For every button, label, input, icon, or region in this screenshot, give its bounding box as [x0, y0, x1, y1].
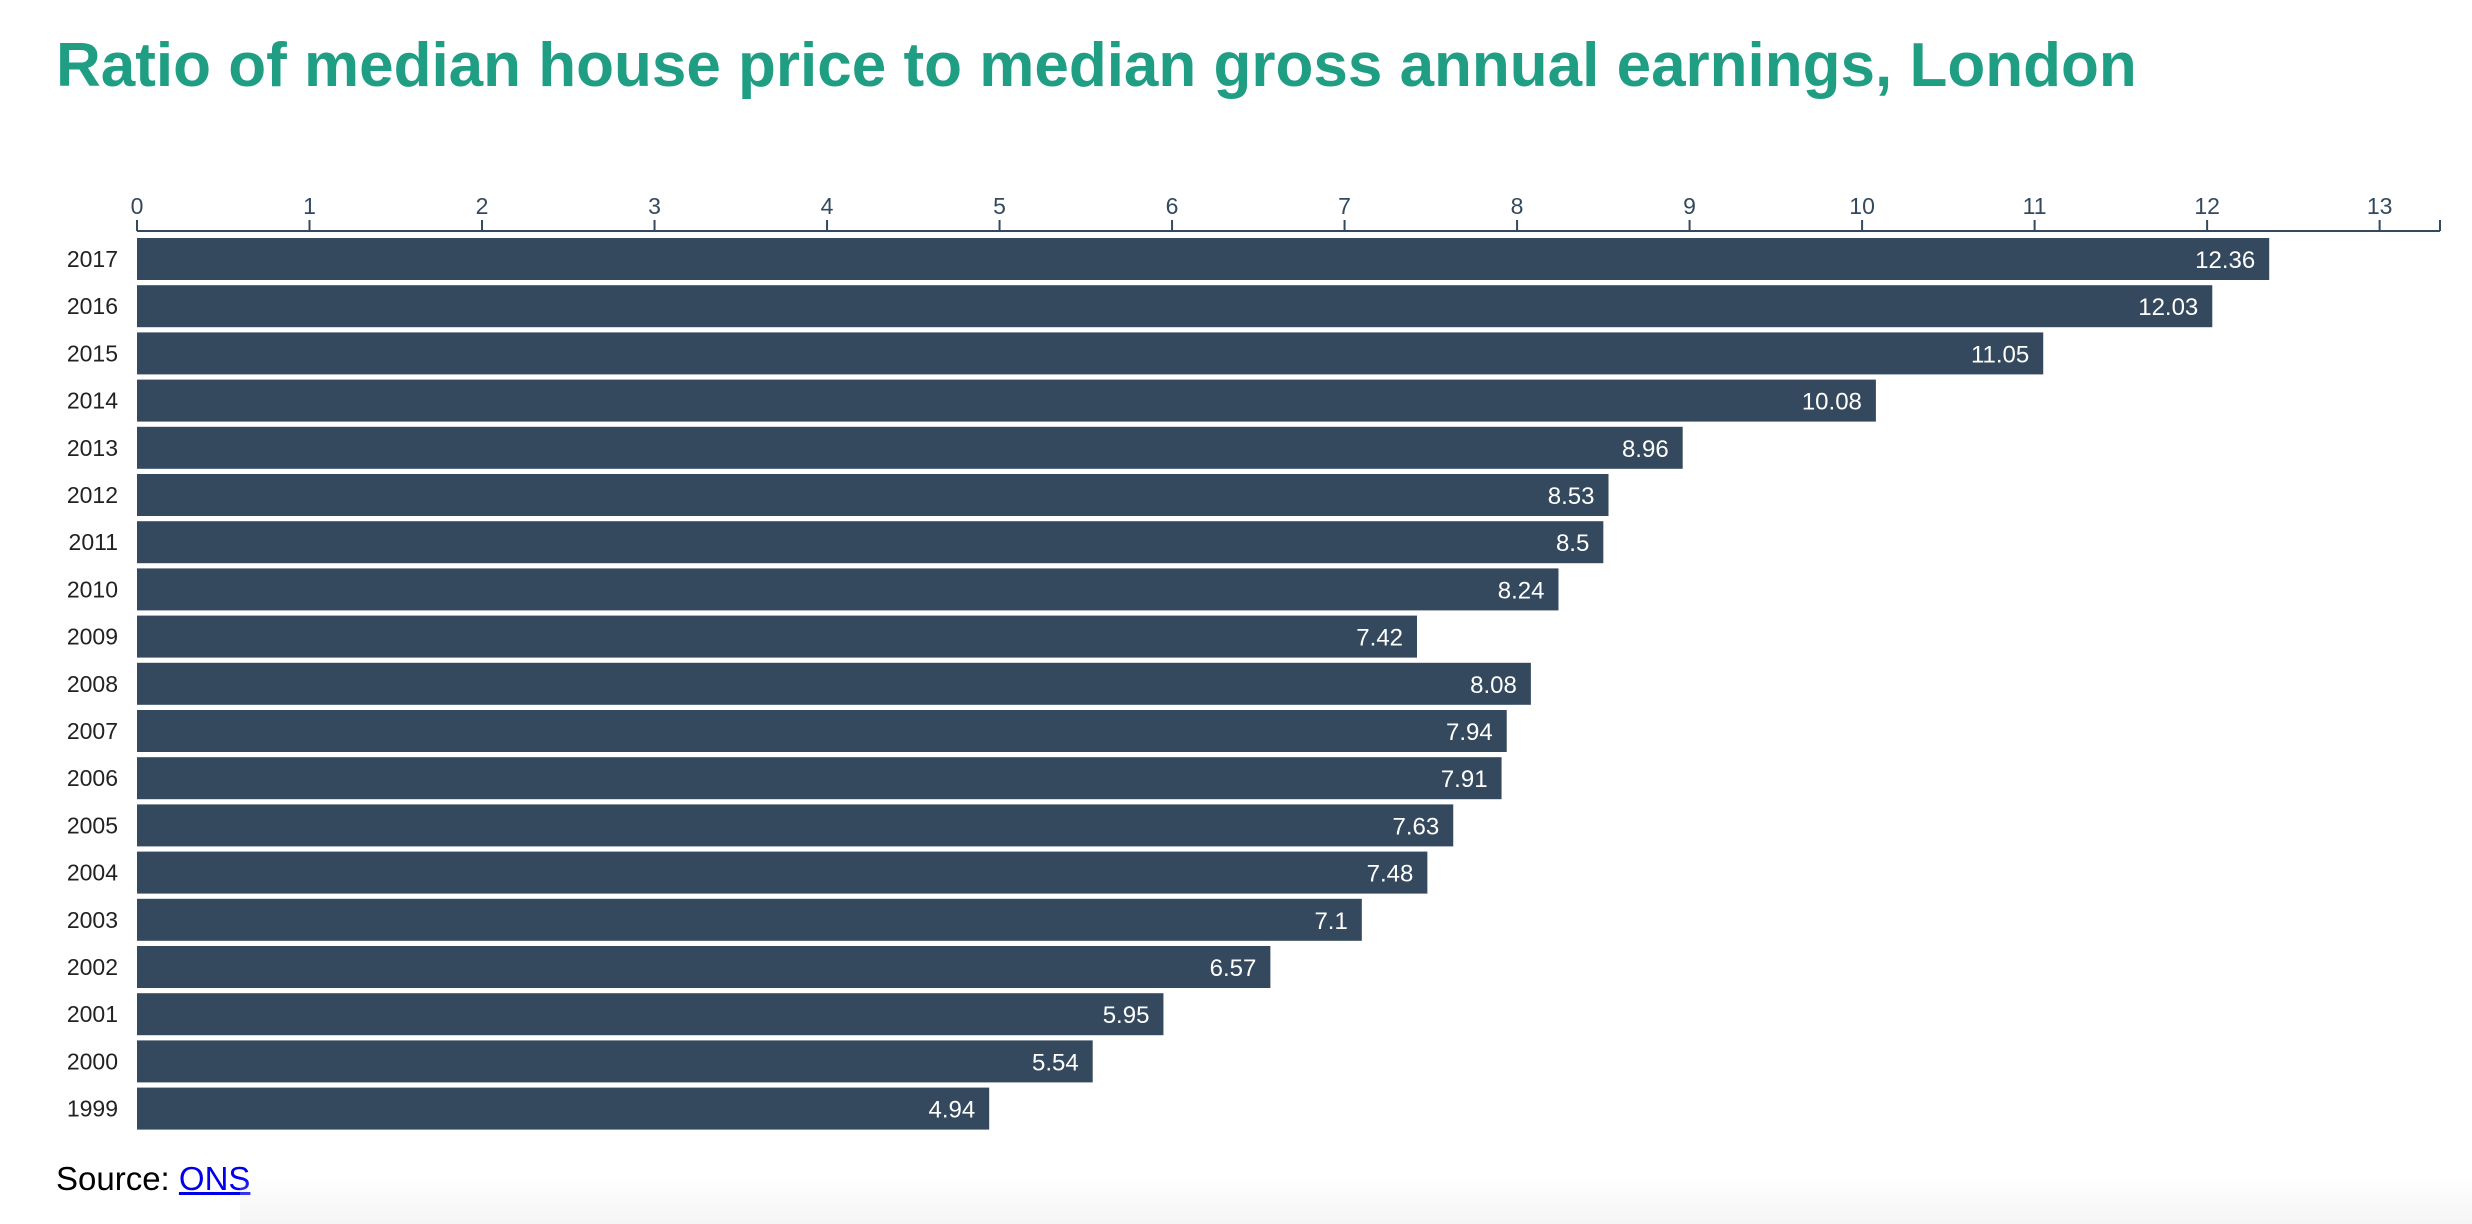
bar — [137, 474, 1609, 516]
bar-value-label: 8.53 — [1548, 483, 1595, 510]
category-label: 2013 — [67, 435, 118, 461]
x-tick-label: 9 — [1683, 193, 1696, 219]
category-label: 2014 — [67, 388, 118, 414]
bar — [137, 851, 1428, 894]
bar — [137, 710, 1507, 752]
category-label: 2009 — [67, 624, 118, 650]
bar-value-label: 8.96 — [1622, 436, 1669, 463]
page-bottom-shade — [240, 1175, 2472, 1224]
x-tick-label: 5 — [993, 193, 1006, 219]
bar — [137, 804, 1454, 847]
bar — [137, 285, 2213, 328]
x-tick-label: 2 — [476, 193, 489, 219]
category-label: 2008 — [67, 671, 118, 697]
bar — [137, 662, 1531, 705]
x-tick-label: 13 — [2367, 193, 2393, 219]
bar — [137, 757, 1502, 800]
bar-value-label: 8.24 — [1498, 577, 1545, 604]
x-axis: 0 1 2 3 4 5 6 7 8 9 10 11 12 13 — [131, 193, 2441, 232]
bar-value-label: 6.57 — [1210, 955, 1257, 982]
x-tick-label: 0 — [131, 193, 144, 219]
x-tick-label: 11 — [2023, 193, 2047, 219]
x-tick-label: 7 — [1338, 193, 1351, 219]
category-label: 2010 — [67, 576, 118, 602]
category-label: 2017 — [67, 246, 118, 272]
bar — [137, 238, 2270, 280]
category-label: 2002 — [67, 954, 118, 980]
category-label: 2011 — [69, 529, 118, 555]
bar-value-label: 11.05 — [1971, 341, 2029, 368]
bar-value-label: 10.08 — [1802, 389, 1862, 416]
bar-value-label: 7.42 — [1356, 625, 1403, 652]
bar-value-label: 12.36 — [2195, 247, 2255, 274]
category-label: 2016 — [67, 293, 118, 319]
source-label: Source: — [56, 1160, 170, 1197]
bar-value-label: 7.1 — [1314, 908, 1347, 935]
bar — [137, 521, 1604, 564]
bar — [137, 898, 1362, 941]
bar-value-label: 4.94 — [928, 1097, 975, 1124]
x-tick-label: 12 — [2194, 193, 2220, 219]
category-label: 2003 — [67, 907, 118, 933]
category-label: 2004 — [67, 860, 118, 886]
bar — [137, 615, 1418, 658]
category-label: 1999 — [67, 1096, 118, 1122]
category-label: 2007 — [67, 718, 118, 744]
x-tick-label: 3 — [648, 193, 661, 219]
x-tick-label: 10 — [1849, 193, 1875, 219]
bar — [137, 379, 1876, 422]
bar-value-label: 8.5 — [1556, 530, 1589, 557]
chart-title: Ratio of median house price to median gr… — [56, 31, 2137, 100]
x-tick-label: 8 — [1511, 193, 1524, 219]
bar — [137, 426, 1683, 469]
bar-value-label: 7.91 — [1441, 766, 1488, 793]
source-link-ons[interactable]: ONS — [178, 1160, 251, 1197]
bar-value-label: 8.08 — [1470, 672, 1517, 699]
bar-value-label: 12.03 — [2138, 294, 2198, 321]
x-tick-label: 1 — [303, 193, 316, 219]
source-note: Source: ONS — [56, 1160, 250, 1198]
bar — [137, 1087, 990, 1130]
category-label: 2001 — [67, 1001, 118, 1027]
bar-value-label: 5.54 — [1032, 1049, 1079, 1076]
bar-value-label: 7.48 — [1367, 861, 1414, 888]
bar-value-label: 5.95 — [1103, 1002, 1150, 1029]
category-label: 2000 — [67, 1048, 118, 1074]
bars-group: 2017 12.36 2016 12.03 2015 11.05 2014 10.08 2013… — [67, 238, 2270, 1130]
x-tick-label: 6 — [1166, 193, 1179, 219]
x-tick-label: 4 — [821, 193, 834, 219]
bar — [137, 946, 1271, 988]
category-label: 2015 — [67, 340, 118, 366]
bar — [137, 1040, 1093, 1083]
category-label: 2006 — [67, 765, 118, 791]
bar — [137, 568, 1559, 611]
bar — [137, 332, 2044, 375]
category-label: 2012 — [67, 482, 118, 508]
bar — [137, 993, 1164, 1036]
bar-value-label: 7.94 — [1446, 719, 1493, 746]
category-label: 2005 — [67, 812, 118, 838]
bar-value-label: 7.63 — [1393, 813, 1440, 840]
